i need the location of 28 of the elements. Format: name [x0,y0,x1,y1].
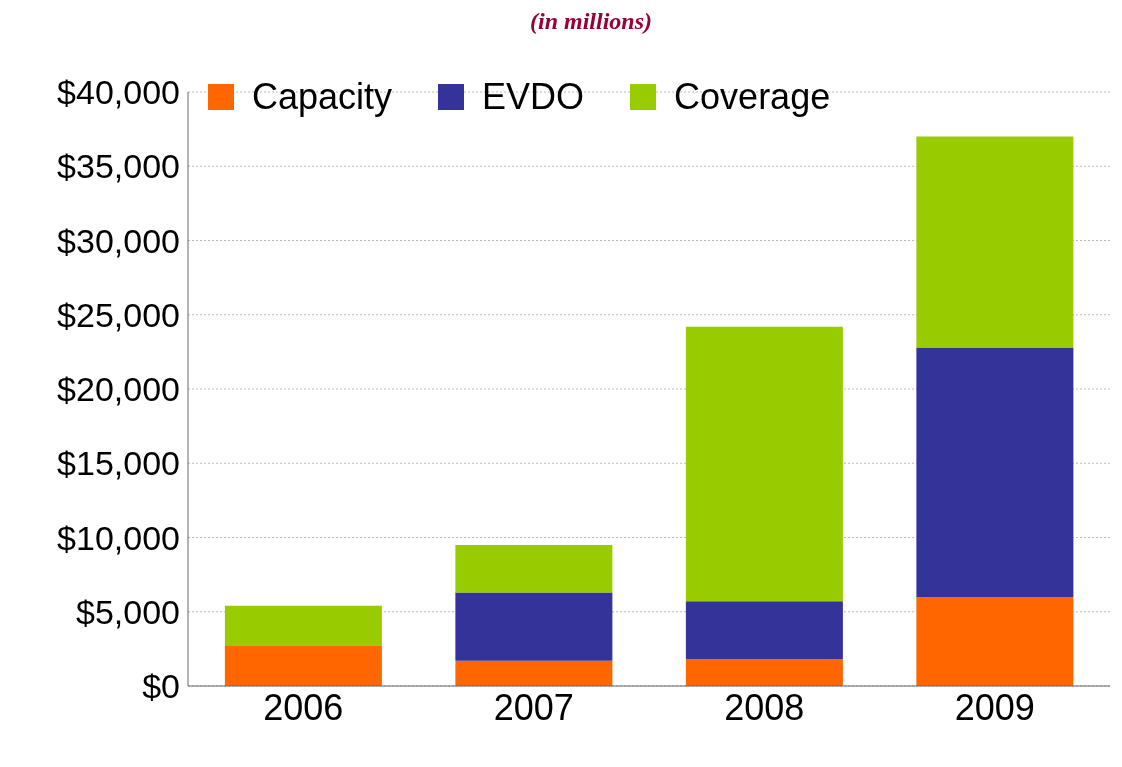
chart-title: (in millions) [529,8,653,36]
bar [455,592,613,661]
x-tick-label: 2009 [954,686,1035,728]
y-tick-label: $40,000 [57,73,180,112]
legend-label: Capacity [252,76,393,118]
legend-label: EVDO [482,76,585,118]
y-tick-label: $5,000 [76,592,180,631]
bar [455,660,613,686]
y-tick-label: $35,000 [57,147,180,186]
bar [916,347,1074,597]
y-tick-label: $25,000 [57,295,180,334]
legend-label: Coverage [674,76,831,118]
y-tick-label: $0 [142,667,180,706]
x-tick-label: 2007 [493,686,574,728]
bar [685,659,843,686]
bar [916,136,1074,348]
y-tick-label: $15,000 [57,444,180,483]
y-tick-label: $10,000 [57,518,180,557]
bar [224,605,382,646]
bar [224,645,382,686]
bar [685,601,843,660]
bar [455,544,613,593]
bar [685,326,843,602]
x-tick-label: 2008 [724,686,805,728]
y-tick-label: $30,000 [57,221,180,260]
bar [916,596,1074,686]
y-tick-label: $20,000 [57,370,180,409]
x-tick-label: 2006 [263,686,344,728]
